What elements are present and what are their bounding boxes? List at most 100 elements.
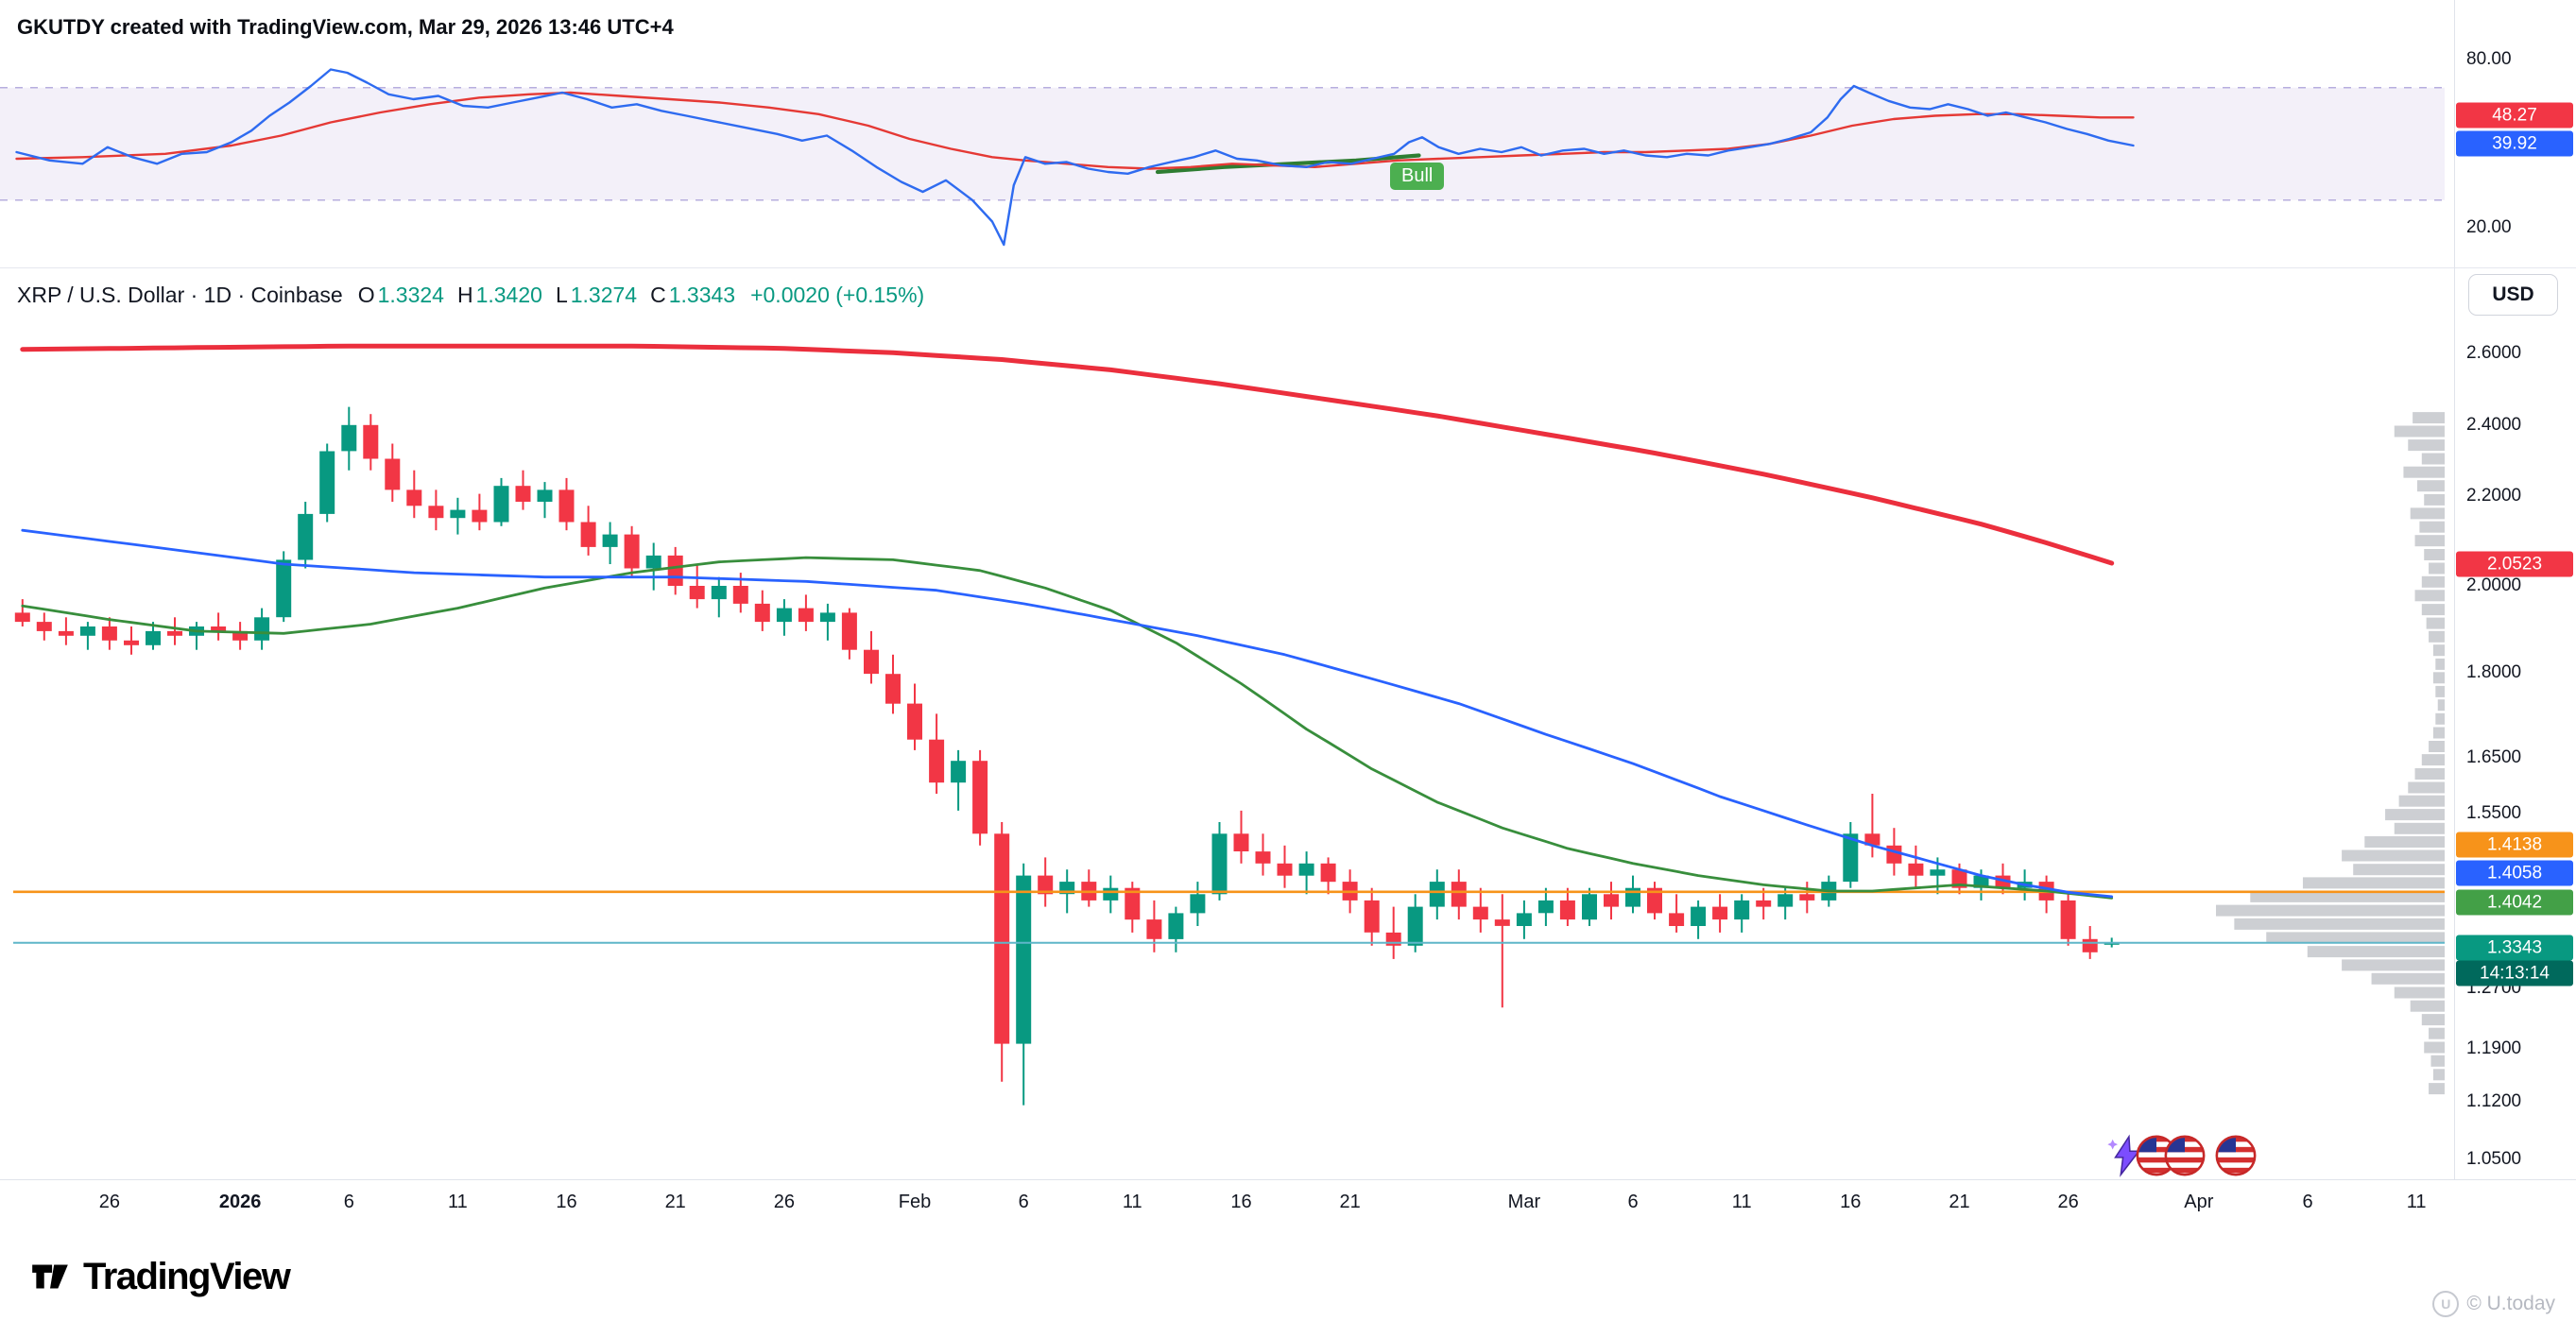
time-axis-label: 26	[2057, 1192, 2079, 1212]
volume-profile-bar	[2250, 890, 2445, 902]
high-value: 1.3420	[475, 283, 542, 307]
indicator-pane[interactable]	[0, 0, 2454, 267]
currency-toggle-button[interactable]: USD	[2468, 274, 2558, 316]
price-axis-label: 2.2000	[2466, 486, 2522, 506]
volume-profile	[2216, 412, 2446, 1095]
open-label: O	[357, 283, 375, 307]
price-axis-label: 80.00	[2466, 49, 2512, 69]
volume-profile-bar	[2424, 493, 2446, 506]
volume-profile-bar	[2403, 466, 2446, 478]
time-axis-label: Feb	[898, 1192, 932, 1212]
volume-profile-bar	[2394, 986, 2445, 999]
volume-profile-bar	[2432, 1069, 2445, 1081]
us-flag-circle-icon[interactable]	[2164, 1135, 2206, 1176]
volume-profile-bar	[2216, 904, 2445, 917]
symbol-info-row: XRP / U.S. Dollar · 1D · Coinbase O 1.332…	[17, 283, 924, 308]
time-axis-label: 21	[1339, 1192, 1361, 1212]
time-axis-label: 11	[448, 1192, 468, 1212]
volume-profile-bar	[2429, 1027, 2445, 1039]
chart-drawing-icons	[2105, 1134, 2257, 1177]
time-axis-label: 6	[1627, 1192, 1639, 1212]
time-axis-label: 6	[2302, 1192, 2313, 1212]
time-axis-label: 2026	[218, 1192, 262, 1212]
price-label-chip: 1.3343	[2456, 935, 2573, 961]
tradingview-logo-text: TradingView	[83, 1255, 291, 1297]
time-axis-label: 26	[98, 1192, 121, 1212]
chart-attribution-note: GKUTDY created with TradingView.com, Mar…	[17, 15, 674, 39]
volume-profile-bar	[2385, 809, 2445, 821]
indicator-signal-line	[15, 91, 2135, 170]
volume-profile-bar	[2342, 849, 2445, 862]
volume-profile-bar	[2398, 795, 2445, 807]
us-flag-circle-icon[interactable]	[2215, 1135, 2257, 1176]
source-credit-text: © U.today	[2466, 1293, 2555, 1314]
volume-profile-bar	[2410, 507, 2445, 520]
volume-profile-bar	[2416, 480, 2445, 492]
low-label: L	[555, 283, 568, 307]
symbol-title[interactable]: XRP / U.S. Dollar · 1D · Coinbase	[17, 283, 343, 307]
volume-profile-bar	[2429, 630, 2445, 643]
volume-profile-bar	[2302, 877, 2445, 889]
price-axis-label: 1.1900	[2466, 1038, 2522, 1058]
price-pane[interactable]	[0, 267, 2454, 1179]
volume-profile-bar	[2421, 754, 2445, 766]
price-label-chip: 1.4058	[2456, 860, 2573, 886]
volume-profile-bar	[2429, 562, 2445, 575]
price-axis-label: 2.6000	[2466, 343, 2522, 363]
price-label-chip: 2.0523	[2456, 551, 2573, 577]
volume-profile-bar	[2408, 781, 2445, 794]
time-axis-label: 11	[1731, 1192, 1752, 1212]
volume-profile-bar	[2435, 658, 2446, 670]
time-axis-label: 21	[1949, 1192, 1970, 1212]
high-label: H	[456, 283, 473, 307]
volume-profile-bar	[2413, 412, 2446, 424]
time-axis-separator	[0, 1179, 2576, 1180]
bull-divergence-label[interactable]: Bull	[1390, 163, 1445, 190]
u-today-logo-icon: U	[2432, 1291, 2460, 1317]
volume-profile-bar	[2432, 644, 2445, 657]
pane-separator[interactable]	[0, 267, 2576, 268]
price-axis-label: 2.4000	[2466, 415, 2522, 435]
volume-profile-bar	[2266, 932, 2446, 944]
price-axis-label: 1.8000	[2466, 662, 2522, 682]
ma-green-line	[21, 556, 2114, 900]
candlestick-series	[14, 406, 2120, 1106]
source-watermark: U © U.today	[2432, 1291, 2555, 1317]
change-value: +0.0020 (+0.15%)	[750, 283, 925, 307]
price-axis-label: 1.6500	[2466, 747, 2522, 767]
price-axis-label: 2.0000	[2466, 575, 2522, 595]
volume-profile-bar	[2353, 864, 2445, 876]
time-axis-label: Apr	[2184, 1192, 2214, 1212]
volume-profile-bar	[2307, 946, 2445, 958]
time-axis-label: 26	[773, 1192, 796, 1212]
tradingview-logo-icon	[32, 1264, 68, 1289]
open-value: 1.3324	[377, 283, 444, 307]
indicator-band	[0, 87, 2445, 201]
price-label-chip: 14:13:14	[2456, 960, 2573, 986]
price-axis-separator	[2454, 0, 2455, 1179]
volume-profile-bar	[2429, 741, 2445, 752]
volume-profile-bar	[2435, 712, 2446, 725]
time-axis-label: 11	[2406, 1192, 2427, 1212]
volume-profile-bar	[2432, 727, 2445, 739]
time-axis-label: 16	[1230, 1192, 1252, 1212]
price-label-chip: 48.27	[2456, 102, 2573, 129]
time-axis-label: 6	[1018, 1192, 1029, 1212]
time-axis-label: 6	[343, 1192, 354, 1212]
volume-profile-bar	[2419, 521, 2445, 533]
volume-profile-bar	[2394, 425, 2445, 437]
volume-profile-bar	[2342, 959, 2445, 971]
time-axis-label: 16	[556, 1192, 577, 1212]
price-axis-label: 1.5500	[2466, 803, 2522, 823]
close-label: C	[650, 283, 666, 307]
time-axis-label: 11	[1122, 1192, 1142, 1212]
volume-profile-bar	[2394, 822, 2445, 834]
time-axis-label: Mar	[1507, 1192, 1541, 1212]
volume-profile-bar	[2424, 1041, 2446, 1054]
volume-profile-bar	[2426, 617, 2446, 629]
price-axis-label: 1.0500	[2466, 1149, 2522, 1169]
tradingview-logo[interactable]: TradingView	[28, 1255, 291, 1298]
volume-profile-bar	[2414, 535, 2446, 547]
volume-profile-bar	[2424, 549, 2446, 560]
